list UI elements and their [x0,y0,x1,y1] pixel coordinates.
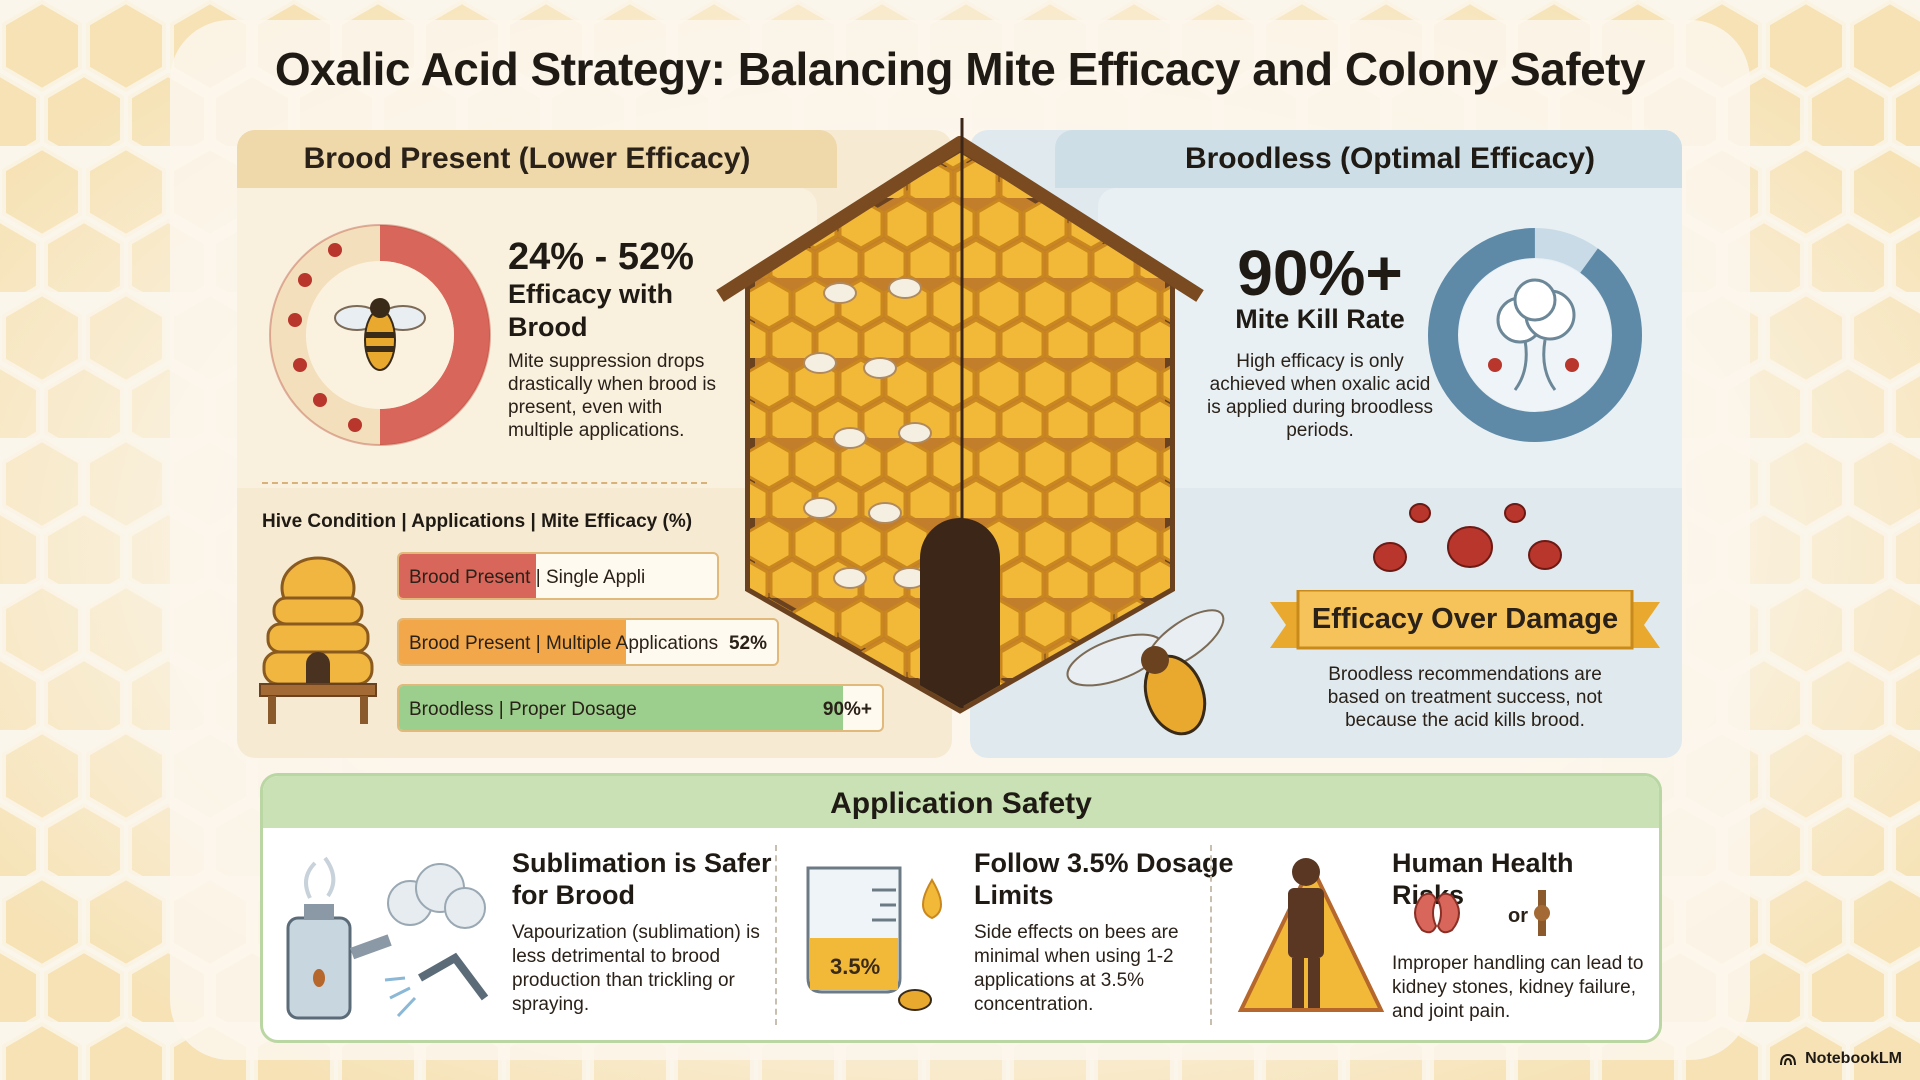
bar-label: Brood Present | Single Appli [409,567,646,588]
brood-efficacy-subtitle: Efficacy with Brood [508,279,674,342]
divider [775,845,777,1025]
safety-col1-body: Vapourization (sublimation) is less detr… [512,922,760,1015]
bee-icon [1066,609,1225,736]
bar-label: Broodless | Proper Dosage [409,699,637,720]
bar-fill [399,554,536,598]
application-safety-header [263,776,1659,828]
safety-col3-body: Improper handling can lead to kidney sto… [1392,953,1644,1022]
bar-value: 52% [728,633,767,654]
bar-brood-single: Brood Present | Single Appli [397,552,719,600]
mite-kill-subtitle: Mite Kill Rate [1235,304,1405,334]
beaker-icon: 3.5% [806,866,942,1011]
ribbon-title: Efficacy Over Damage [1311,603,1619,635]
safety-col3-title: Human Health Risks [1392,848,1574,910]
beaker-label: 3.5% [830,954,880,979]
vapor-cloud-icon [1496,278,1576,391]
efficacy-table-header: Hive Condition | Applications | Mite Eff… [262,511,693,532]
hive-illustration [716,118,1204,714]
brood-efficacy-donut [269,224,491,446]
brood-efficacy-range: 24% - 52% [508,236,694,278]
divider [262,482,707,484]
or-text: or [1508,905,1528,927]
bar-value: 90%+ [822,699,872,720]
ribbon-description: Broodless recommendations are based on t… [1327,664,1603,731]
larvae-icons [803,277,932,589]
mite-kill-value: 90%+ [1237,237,1403,309]
mite-kill-description: High efficacy is only achieved when oxal… [1206,351,1434,441]
brood-present-tab [237,130,837,188]
broodless-tab [1055,130,1682,188]
bar-brood-multiple: Brood Present | Multiple Applications 52… [397,618,779,666]
vaporizer-icon [286,856,489,1020]
page-title: Oxalic Acid Strategy: Balancing Mite Eff… [274,43,1646,95]
bar-broodless: Broodless | Proper Dosage 90%+ [397,684,884,732]
notebooklm-logo-icon [1780,1053,1796,1066]
skep-hive-icon [259,556,377,724]
bar-fill [399,620,626,664]
safety-col2-body: Side effects on bees are minimal when us… [974,922,1179,1015]
brood-present-heading: Brood Present (Lower Efficacy) [303,142,751,175]
bar-fill [399,686,844,730]
kidney-and-joint-icons [1414,890,1550,936]
bee-icon [334,298,426,371]
broodless-heading: Broodless (Optimal Efficacy) [1184,142,1596,175]
application-safety-title: Application Safety [830,787,1092,820]
divider [1210,845,1212,1025]
brand-label: NotebookLM [1805,1050,1902,1067]
broodless-efficacy-donut [1428,228,1642,442]
mite-icons [1488,358,1579,372]
warning-person-icon [1237,858,1385,1012]
safety-col1-title: Sublimation is Safer for Brood [512,848,772,910]
safety-col2-title: Follow 3.5% Dosage Limits [974,848,1234,910]
ribbon-banner [1270,590,1660,650]
bar-label: Brood Present | Multiple Applications [409,633,719,654]
mite-icons [288,243,362,432]
brood-efficacy-description: Mite suppression drops drastically when … [508,351,717,441]
mite-cluster-icon [1373,503,1562,572]
